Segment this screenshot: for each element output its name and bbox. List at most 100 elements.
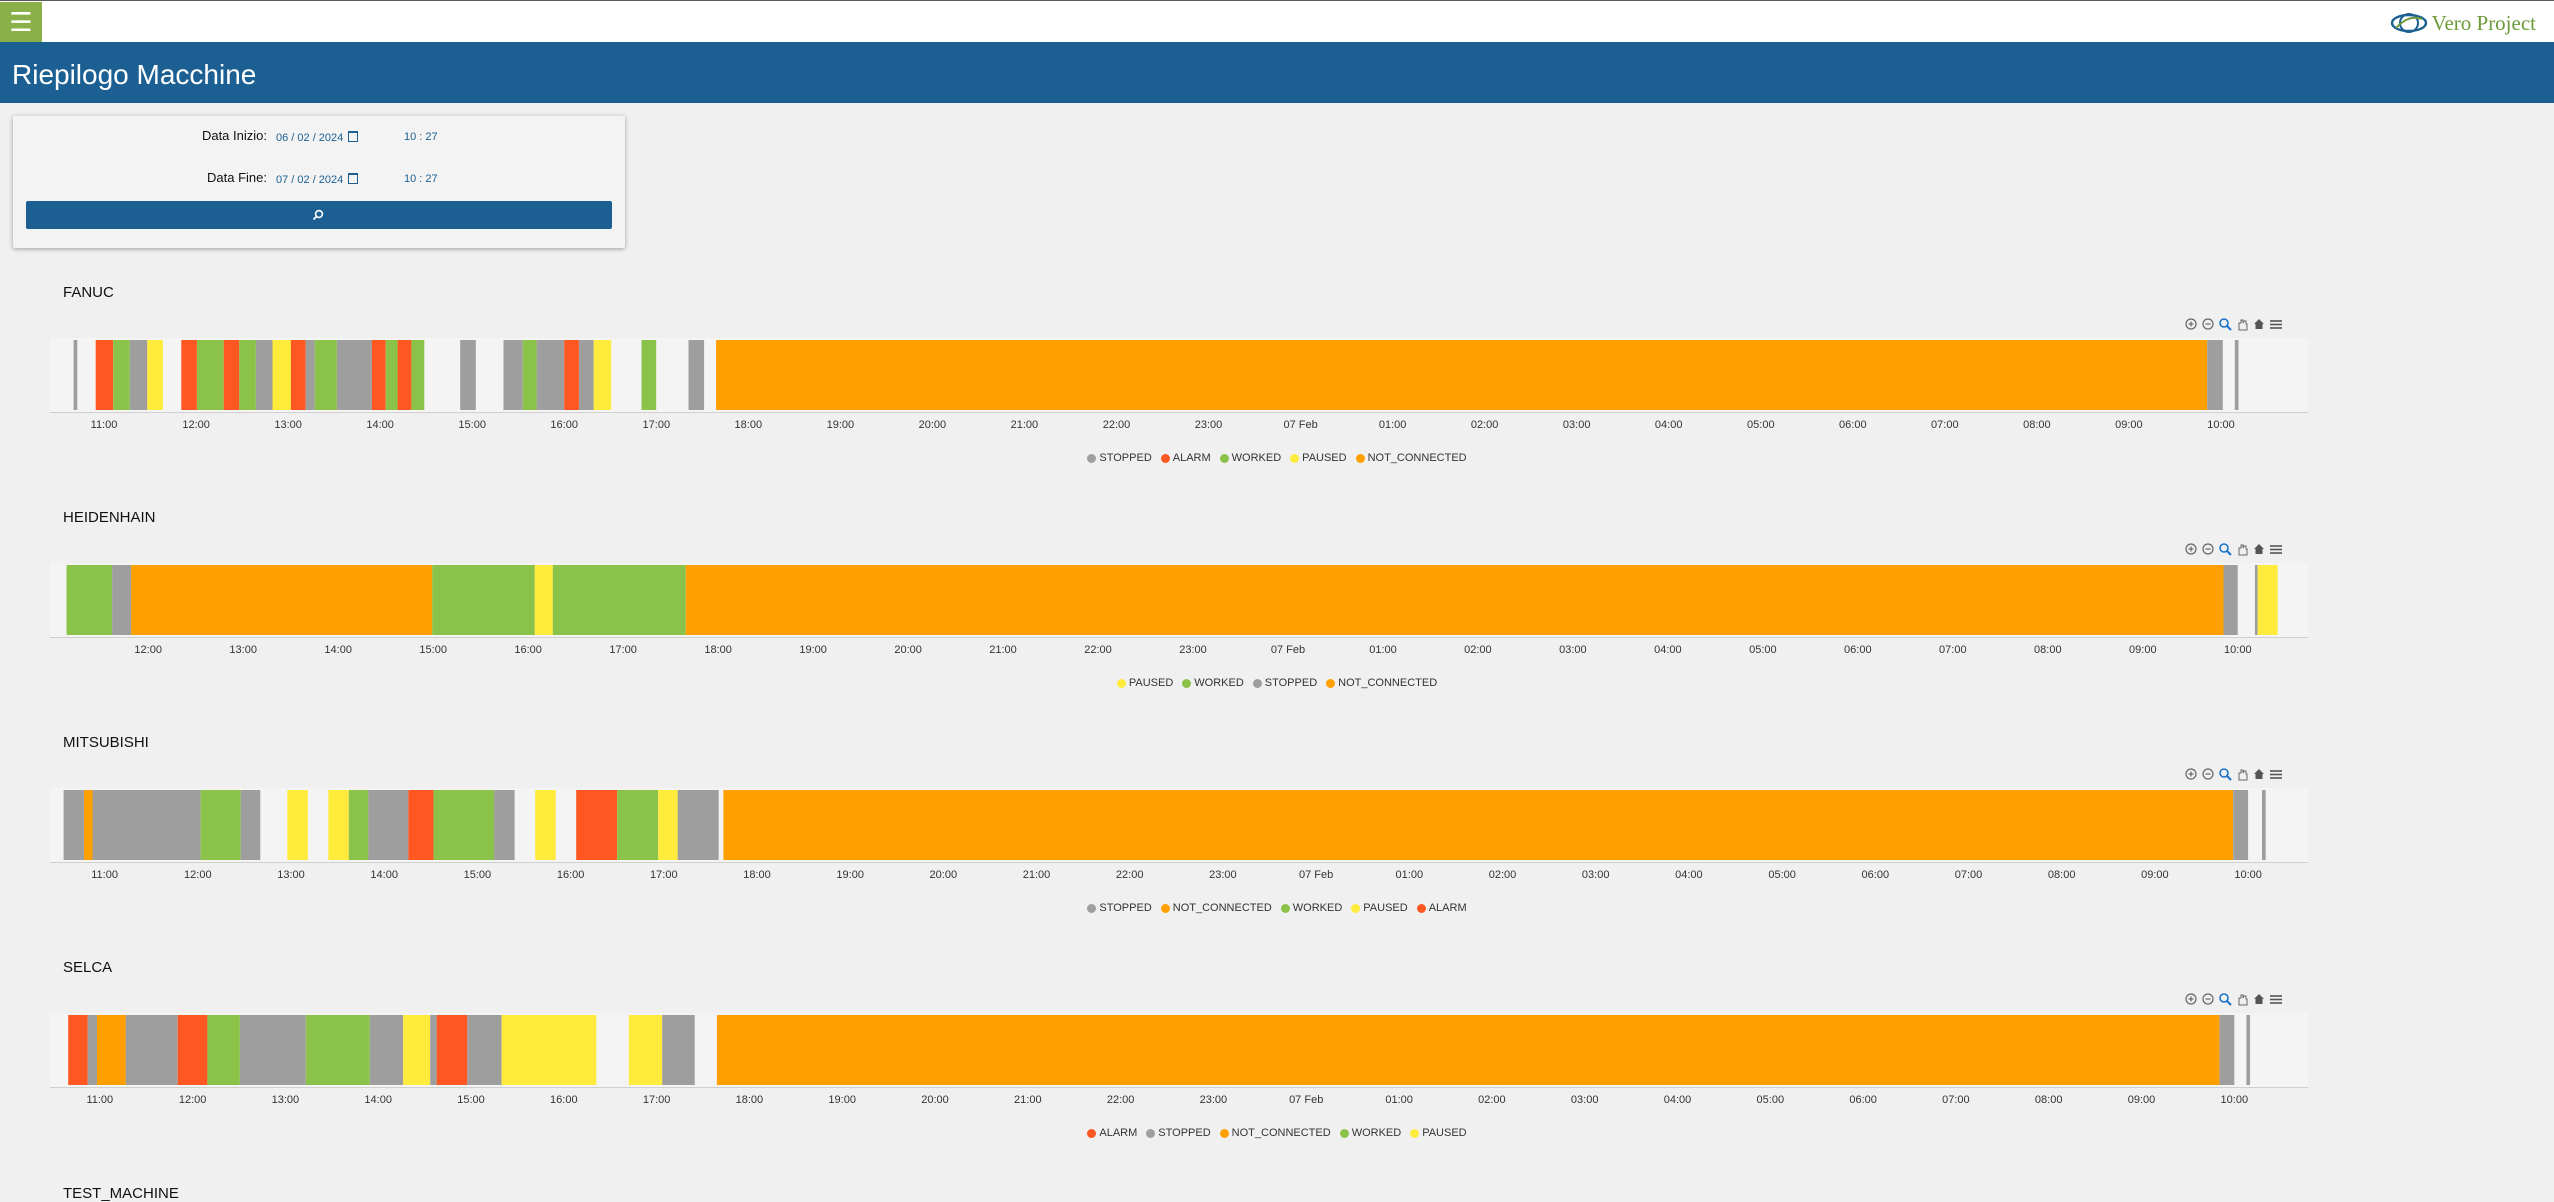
timeline-segment-worked[interactable] [522, 340, 537, 410]
timeline-segment-paused[interactable] [272, 340, 291, 410]
zoom-out-icon[interactable] [2201, 767, 2215, 781]
timeline-segment-stopped[interactable] [579, 340, 594, 410]
timeline-segment-stopped[interactable] [92, 790, 201, 860]
timeline-segment-stopped[interactable] [467, 1015, 502, 1085]
timeline-segment-alarm[interactable] [436, 1015, 468, 1085]
timeline-segment-paused[interactable] [328, 790, 349, 860]
menu-icon[interactable] [2269, 317, 2283, 331]
zoom-in-icon[interactable] [2184, 992, 2198, 1006]
timeline-segment-worked[interactable] [239, 340, 256, 410]
timeline-segment-worked[interactable] [314, 340, 337, 410]
timeline-segment-worked[interactable] [552, 565, 686, 635]
menu-icon[interactable] [2269, 992, 2283, 1006]
legend-item[interactable]: STOPPED [1146, 1127, 1211, 1139]
timeline-segment-worked[interactable] [66, 565, 113, 635]
timeline-segment-stopped[interactable] [536, 340, 565, 410]
timeline-segment-stopped[interactable] [336, 340, 372, 410]
menu-icon[interactable] [2269, 542, 2283, 556]
logo[interactable]: Vero Project [2390, 9, 2536, 37]
timeline-segment-stopped[interactable] [2246, 1015, 2251, 1085]
calendar-icon[interactable] [348, 173, 359, 184]
timeline-segment-paused[interactable] [658, 790, 678, 860]
timeline-segment-stopped[interactable] [87, 1015, 97, 1085]
timeline-segment-alarm[interactable] [371, 340, 386, 410]
zoom-out-icon[interactable] [2201, 992, 2215, 1006]
timeline-segment-worked[interactable] [200, 790, 241, 860]
calendar-icon[interactable] [348, 131, 359, 142]
timeline-segment-alarm[interactable] [68, 1015, 88, 1085]
timeline-segment-paused[interactable] [147, 340, 163, 410]
timeline-segment-alarm[interactable] [408, 790, 434, 860]
timeline-segment-stopped[interactable] [677, 790, 719, 860]
timeline-segment-stopped[interactable] [255, 340, 273, 410]
timeline-segment-stopped[interactable] [2254, 565, 2258, 635]
timeline-segment-paused[interactable] [534, 565, 553, 635]
timeline-segment-worked[interactable] [385, 340, 398, 410]
timeline-segment-paused[interactable] [403, 1015, 431, 1085]
timeline-segment-not-connected[interactable] [131, 565, 433, 635]
legend-item[interactable]: ALARM [1160, 452, 1211, 464]
hamburger-icon[interactable]: ☰ [0, 2, 42, 43]
timeline-segment-stopped[interactable] [2262, 790, 2266, 860]
timeline-segment-stopped[interactable] [125, 1015, 178, 1085]
timeline-segment-paused[interactable] [535, 790, 556, 860]
timeline-segment-stopped[interactable] [2234, 340, 2239, 410]
legend-item[interactable]: STOPPED [1252, 677, 1317, 689]
timeline-segment-stopped[interactable] [368, 790, 409, 860]
timeline-segment-stopped[interactable] [2219, 1015, 2235, 1085]
legend-item[interactable]: NOT_CONNECTED [1355, 452, 1467, 464]
legend-item[interactable]: STOPPED [1087, 902, 1152, 914]
timeline-segment-stopped[interactable] [129, 340, 148, 410]
zoom-in-icon[interactable] [2184, 542, 2198, 556]
zoom-in-icon[interactable] [2184, 317, 2198, 331]
timeline-segment-stopped[interactable] [662, 1015, 695, 1085]
menu-icon[interactable] [2269, 767, 2283, 781]
timeline-chart[interactable]: 11:00 12:00 13:00 14:00 15:00 16:00 17:00 18:00… [0, 338, 2554, 438]
timeline-segment-alarm[interactable] [397, 340, 412, 410]
zoom-selection-icon[interactable] [2218, 317, 2232, 331]
timeline-segment-worked[interactable] [305, 1015, 370, 1085]
zoom-selection-icon[interactable] [2218, 992, 2232, 1006]
timeline-segment-not-connected[interactable] [716, 1015, 2220, 1085]
legend-item[interactable]: NOT_CONNECTED [1219, 1127, 1331, 1139]
start-time-input[interactable]: 10 : 27 [404, 131, 438, 143]
timeline-segment-worked[interactable] [617, 790, 659, 860]
legend-item[interactable]: WORKED [1280, 902, 1342, 914]
timeline-segment-stopped[interactable] [460, 340, 476, 410]
timeline-chart[interactable]: 11:00 12:00 13:00 14:00 15:00 16:00 17:00 18:00… [0, 788, 2554, 888]
timeline-segment-stopped[interactable] [73, 340, 78, 410]
end-time-input[interactable]: 10 : 27 [404, 173, 438, 185]
home-icon[interactable] [2252, 992, 2266, 1006]
timeline-segment-stopped[interactable] [63, 790, 85, 860]
timeline-segment-alarm[interactable] [95, 340, 114, 410]
timeline-segment-alarm[interactable] [576, 790, 618, 860]
timeline-segment-stopped[interactable] [240, 790, 261, 860]
pan-icon[interactable] [2235, 992, 2249, 1006]
timeline-segment-not-connected[interactable] [97, 1015, 126, 1085]
zoom-out-icon[interactable] [2201, 317, 2215, 331]
search-button[interactable] [26, 201, 612, 229]
pan-icon[interactable] [2235, 542, 2249, 556]
timeline-segment-paused[interactable] [628, 1015, 663, 1085]
zoom-selection-icon[interactable] [2218, 542, 2232, 556]
timeline-segment-stopped[interactable] [2207, 340, 2223, 410]
timeline-segment-paused[interactable] [501, 1015, 597, 1085]
timeline-segment-stopped[interactable] [112, 565, 132, 635]
timeline-segment-worked[interactable] [432, 565, 535, 635]
legend-item[interactable]: PAUSED [1410, 1127, 1467, 1139]
timeline-segment-not-connected[interactable] [716, 340, 2208, 410]
legend-item[interactable]: PAUSED [1116, 677, 1173, 689]
legend-item[interactable]: STOPPED [1087, 452, 1152, 464]
timeline-segment-stopped[interactable] [503, 340, 523, 410]
timeline-segment-not-connected[interactable] [723, 790, 2234, 860]
home-icon[interactable] [2252, 317, 2266, 331]
timeline-segment-stopped[interactable] [494, 790, 515, 860]
home-icon[interactable] [2252, 767, 2266, 781]
legend-item[interactable]: ALARM [1416, 902, 1467, 914]
timeline-segment-paused[interactable] [593, 340, 612, 410]
timeline-segment-worked[interactable] [411, 340, 425, 410]
zoom-in-icon[interactable] [2184, 767, 2198, 781]
legend-item[interactable]: PAUSED [1351, 902, 1408, 914]
timeline-segment-not-connected[interactable] [685, 565, 2224, 635]
legend-item[interactable]: WORKED [1182, 677, 1244, 689]
